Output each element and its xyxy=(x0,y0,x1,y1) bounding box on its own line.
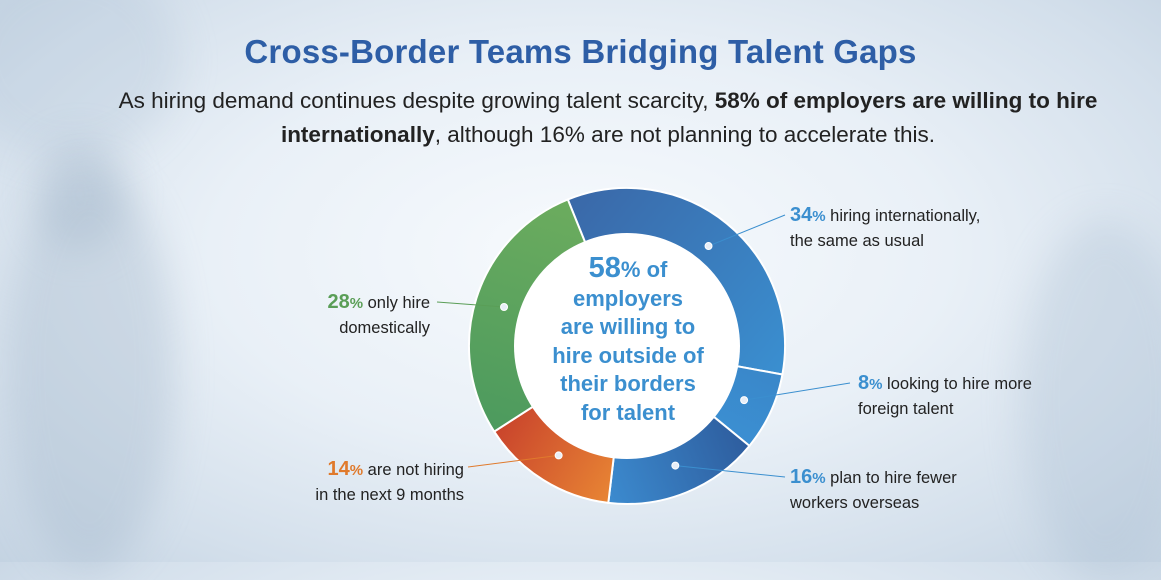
slice-unit: % xyxy=(812,470,826,487)
slice-text-line1: plan to hire fewer xyxy=(825,469,957,487)
subtitle-highlight: 58% of employers are willing to hire int… xyxy=(280,88,1098,147)
leader-line-hire-more-foreign xyxy=(744,382,851,401)
slice-text-line2: workers overseas xyxy=(790,494,920,512)
leader-dot-not-hiring xyxy=(554,451,563,460)
center-of: of xyxy=(640,257,668,282)
center-line-3: are willing to xyxy=(560,314,696,339)
slice-text-line2: the same as usual xyxy=(790,232,924,250)
slice-value: 16 xyxy=(790,466,813,488)
slice-label-hire-more-foreign: 8% looking to hire more foreign talent xyxy=(858,371,1032,421)
slice-text-line1: only hire xyxy=(363,294,430,312)
background-silhouette-right xyxy=(1020,220,1161,580)
leader-dot-hiring-same xyxy=(704,242,713,251)
slice-value: 8 xyxy=(858,372,870,394)
page-title: Cross-Border Teams Bridging Talent Gaps xyxy=(244,33,917,70)
leader-dot-hire-more-foreign xyxy=(740,396,749,405)
center-line-5: their borders xyxy=(560,371,696,396)
center-line-6: for talent xyxy=(580,399,676,425)
leader-line-hire-fewer xyxy=(675,465,786,478)
slice-value: 34 xyxy=(790,204,813,226)
center-line-4: hire outside of xyxy=(552,342,704,368)
donut-hole xyxy=(514,233,740,459)
slice-unit: % xyxy=(869,376,883,393)
slice-text-line1: hiring internationally, xyxy=(825,207,981,225)
slice-unit: % xyxy=(349,462,364,479)
leader-line-not-hiring xyxy=(467,454,559,468)
slice-text-line1: are not hiring xyxy=(363,461,464,479)
leader-line-hiring-same xyxy=(708,214,786,247)
center-line-1: 58% of xyxy=(528,254,728,285)
center-percent-unit: % xyxy=(620,257,641,282)
background-silhouette-left xyxy=(5,170,175,570)
donut-chart xyxy=(436,187,851,505)
leader-dot-domestic xyxy=(500,302,509,311)
background-silhouette-head xyxy=(35,140,125,250)
slice-label-hiring-same: 34% hiring internationally, the same as … xyxy=(790,203,980,253)
page-subtitle: As hiring demand continues despite growi… xyxy=(100,84,1116,152)
center-callout: 58% of employers are willing to hire out… xyxy=(528,254,728,427)
subtitle-text-start: As hiring demand continues despite growi… xyxy=(118,88,715,113)
slice-label-hire-fewer: 16% plan to hire fewer workers overseas xyxy=(790,465,957,515)
slice-value: 14 xyxy=(327,458,350,480)
subtitle-text-end: , although 16% are not planning to accel… xyxy=(434,122,936,147)
slice-text-line2: domestically xyxy=(339,319,430,337)
slice-unit: % xyxy=(349,295,364,312)
slice-text-line1: looking to hire more xyxy=(882,375,1032,393)
leader-line-domestic xyxy=(436,301,505,308)
center-line-2: employers xyxy=(572,285,684,311)
slice-text-line2: in the next 9 months xyxy=(315,486,464,504)
slice-unit: % xyxy=(812,208,826,225)
slice-text-line2: foreign talent xyxy=(858,400,954,418)
slice-label-domestic: 28% only hire domestically xyxy=(250,290,430,340)
slice-value: 28 xyxy=(327,291,350,313)
leader-dot-hire-fewer xyxy=(671,461,680,470)
center-percent-value: 58 xyxy=(588,252,621,284)
slice-label-not-hiring: 14% are not hiring in the next 9 months xyxy=(250,457,464,507)
